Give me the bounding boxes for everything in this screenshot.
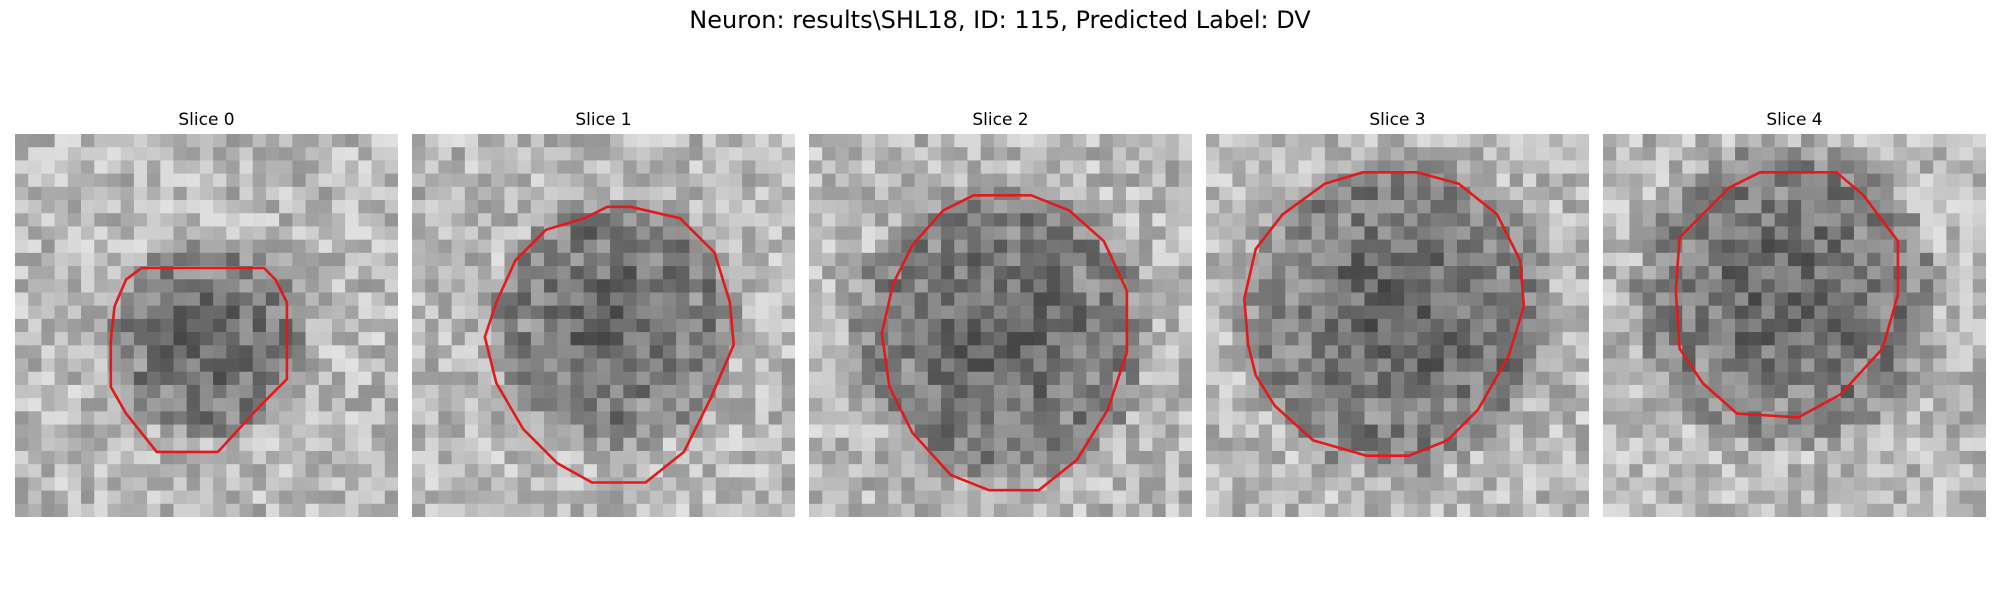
panel-slice-2: Slice 2 (809, 108, 1192, 517)
roi-contour (1242, 170, 1526, 458)
roi-contour (483, 205, 736, 484)
pixel-grid (1603, 134, 1986, 517)
pixel-grid (809, 134, 1192, 517)
roi-contour (880, 193, 1129, 492)
panel-slice-3: Slice 3 (1206, 108, 1589, 517)
roi-contour (1674, 170, 1900, 419)
panel-slice-0: Slice 0 (15, 108, 398, 517)
slice-image (1603, 134, 1986, 517)
panel-title: Slice 0 (178, 110, 235, 130)
panel-slice-4: Slice 4 (1603, 108, 1986, 517)
panel-title: Slice 4 (1766, 110, 1823, 130)
slice-image (1206, 134, 1589, 517)
roi-contour (109, 266, 289, 454)
pixel-grid (15, 134, 398, 517)
panel-title: Slice 3 (1369, 110, 1426, 130)
slice-image (412, 134, 795, 517)
slice-image (809, 134, 1192, 517)
panel-title: Slice 2 (972, 110, 1029, 130)
slice-image (15, 134, 398, 517)
panel-title: Slice 1 (575, 110, 632, 130)
pixel-grid (412, 134, 795, 517)
pixel-grid (1206, 134, 1589, 517)
panel-slice-1: Slice 1 (412, 108, 795, 517)
figure-title: Neuron: results\SHL18, ID: 115, Predicte… (689, 6, 1311, 34)
